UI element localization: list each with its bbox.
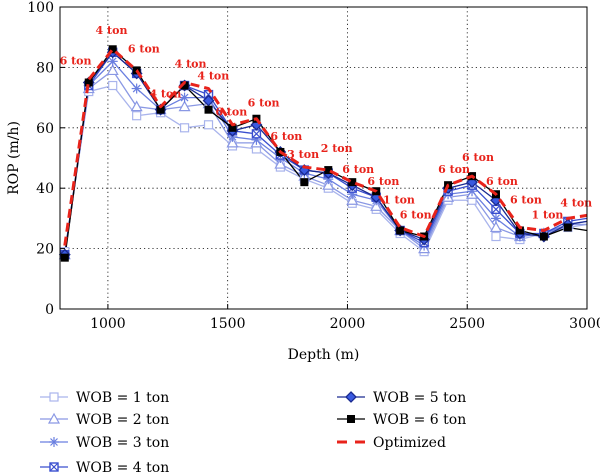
annotation-label: 6 ton — [215, 106, 247, 119]
data-point-wob-2-ton — [274, 157, 287, 169]
data-point-wob-6-ton — [60, 253, 69, 262]
data-point-wob-2-ton — [130, 100, 143, 112]
series-line-wob-3-ton — [64, 60, 588, 255]
y-tick-label: 80 — [36, 60, 54, 76]
annotation-label: 6 ton — [438, 163, 470, 176]
legend-label: WOB = 6 ton — [373, 412, 466, 428]
y-tick-label: 0 — [45, 302, 54, 318]
annotation-label: 6 ton — [462, 151, 494, 164]
annotation-label: 6 ton — [60, 54, 92, 67]
data-point-wob-1-ton — [203, 120, 214, 130]
legend-marker-wob-3-ton — [49, 437, 59, 447]
annotation-label: 6 ton — [367, 175, 399, 188]
data-point-wob-6-ton — [324, 166, 333, 175]
series-markers — [58, 45, 588, 262]
annotation-label: 4 ton — [197, 69, 229, 82]
data-point-wob-6-ton — [204, 105, 213, 114]
data-point-wob-6-ton — [563, 223, 572, 232]
data-point-wob-2-ton — [226, 136, 239, 148]
legend-label: WOB = 3 ton — [76, 435, 169, 451]
data-point-wob-2-ton — [346, 194, 359, 205]
data-point-wob-5-ton — [202, 94, 215, 107]
data-point-wob-3-ton — [179, 92, 190, 103]
data-point-wob-2-ton — [322, 178, 335, 190]
legend-label: WOB = 4 ton — [76, 460, 169, 473]
data-point-wob-6-ton — [515, 226, 524, 235]
data-point-wob-4-ton — [251, 129, 262, 139]
annotation-label: 3 ton — [287, 148, 319, 161]
data-point-wob-6-ton — [300, 178, 309, 187]
data-point-wob-4-ton — [491, 204, 501, 215]
data-point-wob-2-ton — [489, 221, 502, 233]
x-tick-label: 2500 — [449, 316, 485, 332]
legend-label: WOB = 2 ton — [76, 412, 169, 428]
annotation-label: 6 ton — [486, 175, 518, 188]
y-tick-label: 60 — [36, 121, 54, 137]
legend: WOB = 1 ton WOB = 2 ton WOB = 3 ton WOB = 4… — [40, 390, 466, 473]
data-point-wob-3-ton — [490, 213, 501, 224]
annotation-label: 6 ton — [270, 130, 302, 143]
x-axis-label: Depth (m) — [288, 347, 360, 363]
annotation-label: 6 ton — [128, 42, 160, 55]
legend-label: WOB = 5 ton — [373, 390, 466, 406]
annotation-label: 4 ton — [96, 24, 128, 37]
annotation-label: 4 ton — [149, 88, 181, 101]
plot-frame — [59, 6, 588, 310]
annotation-label: 4 ton — [175, 57, 207, 70]
data-point-wob-1-ton — [108, 80, 118, 91]
legend-item-wob-4-ton: WOB = 4 ton — [40, 460, 169, 473]
legend-marker-wob-4-ton — [49, 462, 59, 472]
annotation-label: 6 ton — [400, 208, 432, 221]
y-axis-label: ROP (m/h) — [6, 121, 22, 195]
y-tick-label: 100 — [27, 0, 54, 16]
annotation-label: 2 ton — [321, 142, 353, 155]
legend-item-wob-5-ton: WOB = 5 ton — [337, 390, 466, 406]
legend-item-wob-2-ton: WOB = 2 ton — [40, 412, 169, 428]
data-point-wob-3-ton — [131, 83, 142, 94]
legend-marker-wob-5-ton — [345, 391, 357, 403]
data-point-wob-6-ton — [539, 232, 548, 241]
legend-label: WOB = 1 ton — [76, 390, 169, 406]
legend-item-wob-1-ton: WOB = 1 ton — [40, 390, 169, 406]
legend-marker-wob-1-ton — [49, 392, 59, 402]
legend-label: Optimized — [373, 435, 446, 451]
data-point-wob-2-ton — [178, 100, 191, 112]
legend-marker-wob-2-ton — [47, 412, 61, 424]
annotation-label: 1 ton — [383, 193, 415, 206]
legend-item-wob-3-ton: WOB = 3 ton — [40, 435, 169, 451]
legend-marker-wob-6-ton — [347, 415, 355, 423]
data-point-wob-1-ton — [132, 111, 142, 121]
legend-item-optimized: Optimized — [337, 435, 446, 451]
y-tick-label: 20 — [36, 242, 54, 258]
data-point-wob-6-ton — [180, 81, 189, 90]
annotation-label: 6 ton — [342, 163, 374, 176]
data-point-wob-6-ton — [228, 123, 237, 132]
annotation-label: 1 ton — [532, 208, 564, 221]
annotation-label: 6 ton — [510, 193, 542, 206]
x-tick-label: 1000 — [90, 316, 126, 332]
data-point-wob-2-ton — [370, 200, 383, 211]
data-point-wob-1-ton — [179, 123, 190, 133]
legend-item-wob-6-ton: WOB = 6 ton — [337, 412, 466, 428]
series-line-wob-2-ton — [64, 69, 587, 255]
x-tick-label: 1500 — [210, 316, 246, 332]
data-point-wob-6-ton — [108, 45, 117, 54]
data-point-wob-1-ton — [491, 231, 501, 242]
data-point-wob-6-ton — [348, 178, 357, 187]
annotation-label: 6 ton — [248, 97, 280, 110]
y-tick-label: 40 — [36, 181, 54, 197]
data-point-wob-6-ton — [156, 105, 165, 114]
series-line-optimized — [63, 47, 588, 246]
annotation-label: 4 ton — [560, 196, 592, 209]
x-tick-label: 2000 — [330, 316, 366, 332]
data-point-wob-2-ton — [106, 64, 119, 76]
data-point-wob-6-ton — [396, 226, 405, 235]
data-point-wob-6-ton — [84, 78, 93, 87]
